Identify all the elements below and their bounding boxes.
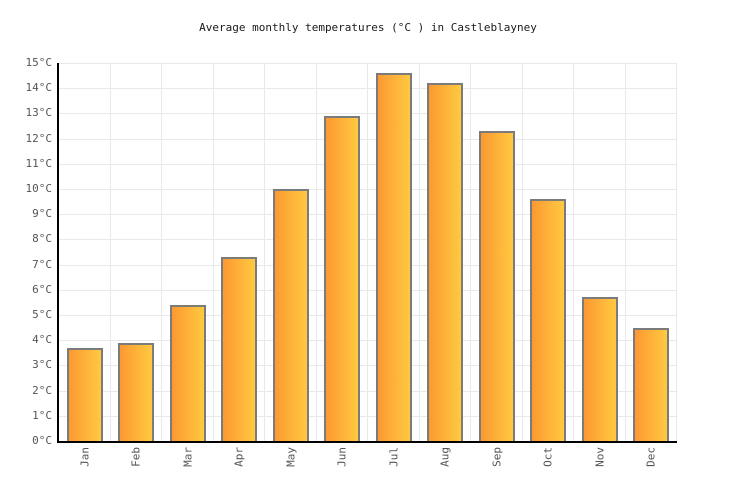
bar-mar [169,305,206,441]
x-tick-label-feb: Feb [129,447,143,467]
x-tick-label-dec: Dec [644,447,658,467]
x-tick-label-may: May [284,447,298,467]
y-tick-label-7: 7°C [32,257,52,271]
gridline-horizontal [59,88,677,90]
bar-dec [633,328,670,441]
gridline-vertical [418,63,420,441]
gridline-vertical [315,63,317,441]
gridline-vertical [212,63,214,441]
gridline-horizontal [59,113,677,115]
x-tick-label-oct: Oct [541,447,555,467]
bar-jan [66,348,103,441]
x-tick-label-aug: Aug [438,447,452,467]
x-tick-label-jul: Jul [387,447,401,467]
gridline-vertical [521,63,523,441]
gridline-vertical [676,63,677,441]
gridline-horizontal [59,239,677,241]
y-tick-label-15: 15°C [25,56,53,69]
plot-area [57,63,677,443]
gridline-horizontal [59,340,677,342]
bar-aug [427,83,464,441]
y-tick-label-0: 0°C [32,434,52,447]
x-tick-label-sep: Sep [490,447,504,467]
gridline-vertical [573,63,574,441]
gridline-horizontal [59,365,677,367]
gridline-horizontal [59,189,677,190]
y-tick-label-3: 3°C [32,358,52,372]
x-tick-label-jun: Jun [335,447,349,467]
gridline-horizontal [59,63,677,64]
gridline-vertical [367,63,368,441]
y-tick-label-9: 9°C [32,207,52,221]
y-tick-label-1: 1°C [32,408,52,422]
gridline-vertical [470,63,471,441]
gridline-vertical [161,63,162,441]
gridline-vertical [264,63,265,441]
gridline-horizontal [59,264,677,266]
bar-jun [324,116,361,441]
y-tick-label-6: 6°C [32,282,52,296]
gridline-horizontal [59,289,677,291]
y-tick-label-10: 10°C [25,182,53,195]
gridline-horizontal [59,415,677,417]
y-tick-label-8: 8°C [32,232,52,246]
y-tick-label-2: 2°C [32,383,52,397]
y-tick-label-12: 12°C [25,131,53,145]
bar-apr [221,257,258,441]
gridline-horizontal [59,163,677,165]
x-tick-label-mar: Mar [181,447,195,467]
gridline-horizontal [59,315,677,316]
gridline-vertical [624,63,626,441]
gridline-horizontal [59,138,677,140]
gridline-horizontal [59,390,677,392]
y-tick-label-13: 13°C [25,106,53,120]
x-tick-label-jan: Jan [78,447,92,467]
bar-nov [581,297,618,441]
y-tick-label-11: 11°C [25,156,53,170]
chart-title: Average monthly temperatures (°C ) in Ca… [199,21,537,34]
y-tick-label-14: 14°C [25,81,53,95]
gridline-vertical [109,63,111,441]
gridline-horizontal [59,214,677,216]
bar-jul [375,73,412,441]
y-tick-label-4: 4°C [32,333,52,347]
x-tick-label-nov: Nov [593,447,607,467]
y-tick-label-5: 5°C [32,308,52,321]
x-tick-label-apr: Apr [232,447,246,467]
bar-feb [118,343,155,441]
bar-oct [530,199,567,441]
bar-sep [478,131,515,441]
bar-may [272,189,309,441]
